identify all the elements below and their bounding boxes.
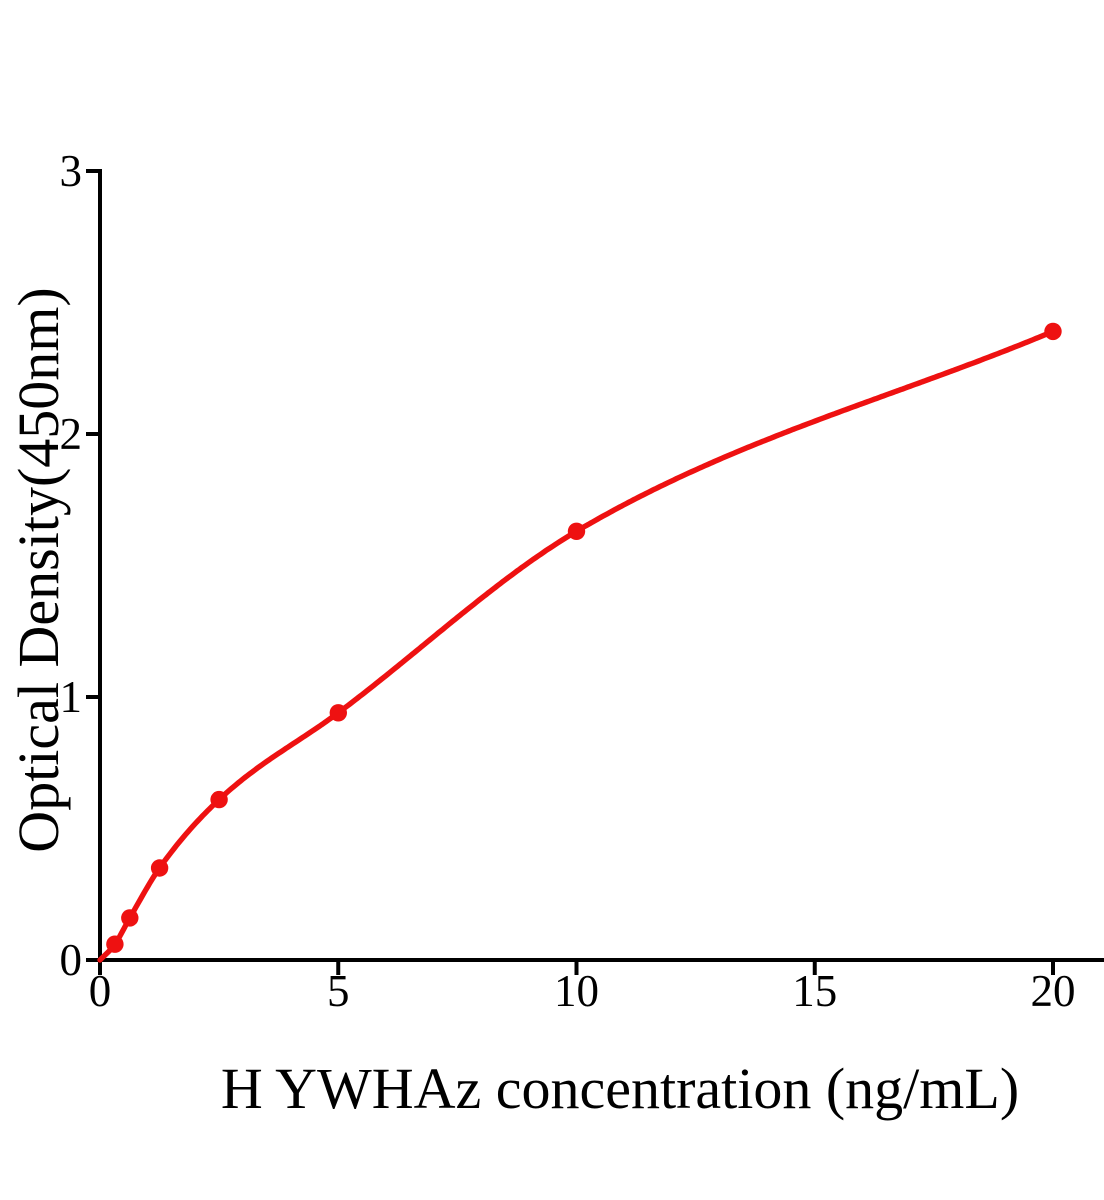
y-tick-label: 2 [60, 409, 83, 459]
fitted-curve [97, 328, 1056, 963]
data-point [121, 909, 139, 927]
tick-marks [86, 169, 1055, 975]
x-tick-label: 0 [89, 966, 112, 1016]
data-point [150, 859, 169, 877]
data-series [97, 322, 1062, 963]
y-tick-label: 0 [60, 935, 83, 985]
data-point [567, 522, 586, 540]
x-tick-label: 10 [554, 966, 599, 1016]
x-tick-label: 20 [1031, 966, 1076, 1016]
y-axis-title: Optical Density(450nm) [6, 287, 71, 852]
tick-labels: 0 1 2 3 0 5 10 15 20 [60, 146, 1076, 1016]
axes [98, 169, 1104, 962]
data-point [1044, 322, 1062, 341]
y-tick-label: 1 [60, 672, 83, 722]
x-tick-label: 15 [792, 966, 837, 1016]
x-tick-label: 5 [327, 966, 350, 1016]
data-point [210, 790, 228, 809]
x-axis-title: H YWHAz concentration (ng/mL) [221, 1056, 1019, 1121]
data-point [106, 935, 124, 953]
y-tick-label: 3 [60, 146, 83, 196]
data-point [329, 704, 347, 722]
